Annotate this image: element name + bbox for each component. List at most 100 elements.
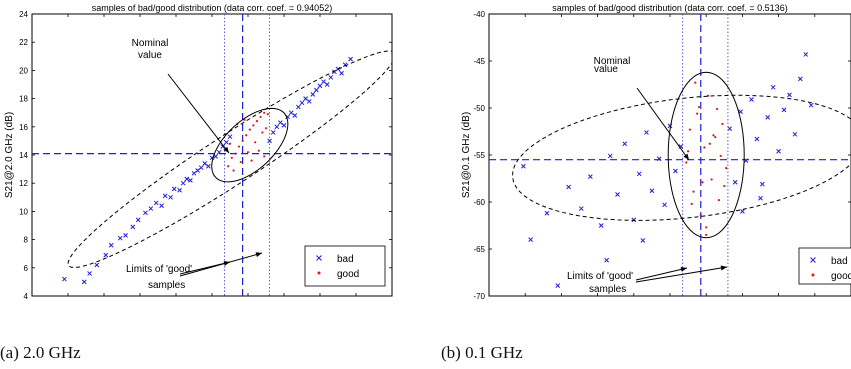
good-point <box>712 134 715 137</box>
y-tick-label: -70 <box>473 292 485 300</box>
annotation-nominal: Nominal <box>132 38 169 49</box>
nominal-arrow <box>636 87 690 161</box>
good-point <box>687 150 690 153</box>
bad-point <box>732 179 738 185</box>
x-tick-label: 16 <box>702 299 711 300</box>
bad-point <box>184 176 190 182</box>
nominal-arrowhead <box>223 146 229 153</box>
good-point <box>257 149 260 152</box>
y-tick-label: 18 <box>19 95 28 104</box>
limits-arrowhead <box>680 266 687 272</box>
good-point <box>725 167 728 170</box>
y-tick-label: 22 <box>19 38 28 47</box>
bad-point <box>743 158 749 163</box>
bad-point <box>328 75 334 80</box>
bad-point <box>130 224 136 230</box>
y-tick-label: -65 <box>473 245 485 254</box>
y-tick-label: 16 <box>19 123 28 132</box>
bad-point <box>180 180 186 186</box>
bad-point <box>622 141 628 147</box>
bad-point <box>168 194 173 200</box>
legend-box <box>304 245 386 287</box>
bad-point <box>615 192 620 197</box>
good-point <box>705 233 708 236</box>
bad-point <box>588 174 593 179</box>
bad-point <box>296 104 301 110</box>
y-tick-label: 24 <box>19 10 28 19</box>
bad-point <box>335 66 341 72</box>
bad-point <box>808 102 814 108</box>
bad-point <box>143 210 148 216</box>
good-point <box>694 81 697 84</box>
good-point <box>264 127 268 130</box>
bad-point <box>598 223 604 228</box>
annotation-nominal: value <box>138 50 162 61</box>
bad-point <box>727 126 733 132</box>
x-tick-label: 22 <box>352 299 361 300</box>
bad-point <box>321 79 326 85</box>
bad-point <box>544 210 550 216</box>
good-point <box>708 142 711 145</box>
x-tick-label: 4 <box>30 299 35 300</box>
annotation-limits: Limits of 'good' <box>567 271 633 282</box>
good-point <box>228 142 232 145</box>
caption-b: (b) 0.1 GHz <box>441 343 523 362</box>
legend-box <box>798 247 851 285</box>
x-tick-label: 14 <box>208 299 217 300</box>
bad-point <box>604 257 610 263</box>
good-point <box>259 115 262 119</box>
good-point <box>688 128 692 131</box>
bad-point <box>123 233 128 238</box>
bad-point <box>656 156 662 162</box>
good-point <box>715 107 719 111</box>
bad-point <box>94 262 100 268</box>
bad-point <box>749 97 754 102</box>
bad-point <box>177 187 182 193</box>
bad-point <box>314 87 319 93</box>
x-tick-label: 12 <box>172 299 181 300</box>
good-region-ellipse <box>667 71 745 239</box>
bad-point <box>148 206 154 211</box>
x-tick-label: 16 <box>244 299 253 300</box>
y-tick-label: -60 <box>473 198 485 207</box>
limits-arrow <box>635 267 688 281</box>
x-tick-label: 12 <box>629 299 638 300</box>
bad-point <box>191 170 197 176</box>
bad-point <box>195 168 200 173</box>
bad-point <box>770 84 776 90</box>
good-point <box>703 146 706 149</box>
bad-point <box>649 188 655 194</box>
good-point <box>723 184 726 188</box>
legend: bad good <box>304 245 386 287</box>
legend-marker-bad <box>316 255 322 261</box>
bad-point <box>765 115 771 120</box>
scatter-chart-2ghz: samples of bad/good distribution (data c… <box>4 3 397 300</box>
good-point <box>719 154 722 158</box>
nominal-arrow <box>167 73 230 154</box>
good-point <box>705 226 708 229</box>
bad-point <box>662 202 667 208</box>
x-tick-label: 10 <box>593 299 602 300</box>
bad-point <box>339 70 344 76</box>
bad-point <box>270 130 276 135</box>
x-tick-label: 24 <box>847 299 851 300</box>
x-tick-label: 18 <box>280 299 289 300</box>
y-tick-label: 8 <box>24 236 29 245</box>
x-tick-label: 8 <box>559 299 564 300</box>
y-tick-label: 6 <box>24 264 29 273</box>
bad-point <box>188 178 193 183</box>
annotation-limits: samples <box>589 284 626 295</box>
x-tick-label: 4 <box>487 299 492 300</box>
nominal-arrowhead <box>683 153 689 160</box>
limits-arrow <box>635 266 728 283</box>
bad-point <box>644 130 649 135</box>
data-layer <box>489 14 851 296</box>
bad-point <box>792 131 798 137</box>
good-point <box>230 156 233 159</box>
good-point <box>690 202 693 205</box>
x-tick-label: 22 <box>810 299 819 300</box>
good-point <box>699 214 702 217</box>
bad-point <box>803 52 809 57</box>
y-tick-label: 10 <box>19 207 28 216</box>
bad-point <box>299 100 305 106</box>
